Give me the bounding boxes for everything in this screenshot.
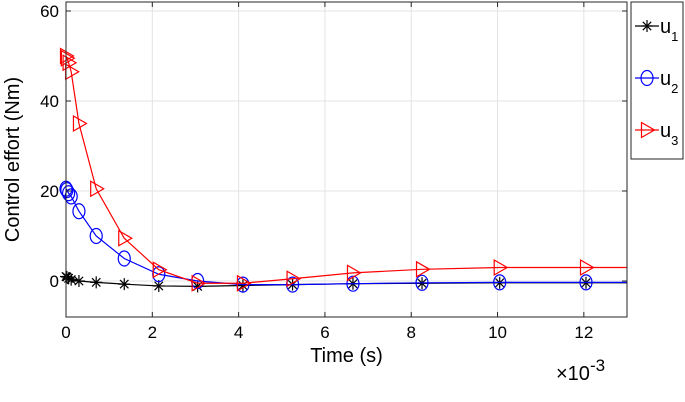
- series-u3-point: [286, 270, 302, 288]
- y-tick-label: 40: [40, 92, 59, 111]
- series-u2-point: [89, 227, 103, 245]
- series-u3-point: [346, 264, 362, 282]
- series-u2-point: [415, 274, 429, 291]
- x-tick-label: 10: [488, 323, 507, 342]
- series-u3-point: [493, 258, 509, 277]
- x-tick-label: 8: [406, 323, 415, 342]
- series-u2-point: [64, 188, 78, 205]
- series-u3-line: [65, 55, 627, 284]
- series-u3: [59, 47, 627, 292]
- series-u1-point: [65, 273, 78, 286]
- legend-marker: [641, 20, 653, 32]
- legend-marker: [640, 69, 654, 87]
- series-u3-point: [72, 114, 88, 133]
- series-u3-point: [152, 261, 168, 279]
- series-u2-point: [346, 275, 360, 292]
- series-u2-point: [493, 274, 507, 291]
- series-u3-point: [191, 274, 207, 292]
- series-u2-point: [72, 203, 86, 220]
- legend-label: u1: [660, 16, 678, 44]
- legend-item-u2: u2: [635, 68, 678, 96]
- series-u2-point: [579, 274, 593, 291]
- series-u1-point: [72, 275, 85, 287]
- legend-item-u3: u3: [635, 120, 678, 148]
- series-u2-point: [61, 185, 76, 202]
- y-tick-label: 20: [40, 182, 59, 201]
- plot-frame: [65, 1, 628, 318]
- series-u3-point: [415, 260, 431, 278]
- series-layer: [59, 47, 627, 293]
- series-u1-point: [90, 276, 103, 289]
- x-axis-label: Time (s): [310, 345, 383, 367]
- series-u2-point: [60, 182, 74, 199]
- legend-item-u1: u1: [635, 16, 678, 44]
- grid: [65, 2, 627, 317]
- legend-box: [630, 1, 684, 160]
- series-u2: [59, 180, 627, 293]
- series-u2-line: [65, 188, 627, 286]
- x-tick-label: 12: [574, 323, 593, 342]
- x-tick-label: 4: [234, 323, 243, 342]
- series-u3-point: [90, 180, 105, 198]
- x-axis-multiplier: ×10-3: [556, 356, 605, 385]
- legend-label: u3: [660, 120, 678, 148]
- x-axis-multiplier-exponent: -3: [590, 356, 605, 375]
- series-u2-point: [117, 250, 131, 267]
- series-u3-point: [60, 49, 76, 67]
- series-u3-point: [579, 258, 595, 277]
- x-tick-label: 6: [320, 323, 329, 342]
- y-tick-label: 0: [50, 272, 59, 291]
- ticks: 0 2 4 6 8 10 12 0 20 40 60: [40, 2, 627, 342]
- x-axis-multiplier-base: ×10: [556, 363, 590, 385]
- series-u3-point: [118, 229, 133, 247]
- x-tick-label: 2: [148, 323, 157, 342]
- series-u3-point: [59, 47, 75, 65]
- legend-marker: [640, 121, 656, 139]
- y-tick-label: 60: [40, 2, 59, 21]
- x-tick-label: 0: [61, 323, 70, 342]
- series-u3-point: [236, 274, 252, 292]
- series-u1-point: [118, 278, 131, 291]
- legend-label: u2: [660, 68, 678, 96]
- y-axis-label: Control effort (Nm): [2, 77, 24, 242]
- legend: u1 u2 u3: [630, 1, 684, 160]
